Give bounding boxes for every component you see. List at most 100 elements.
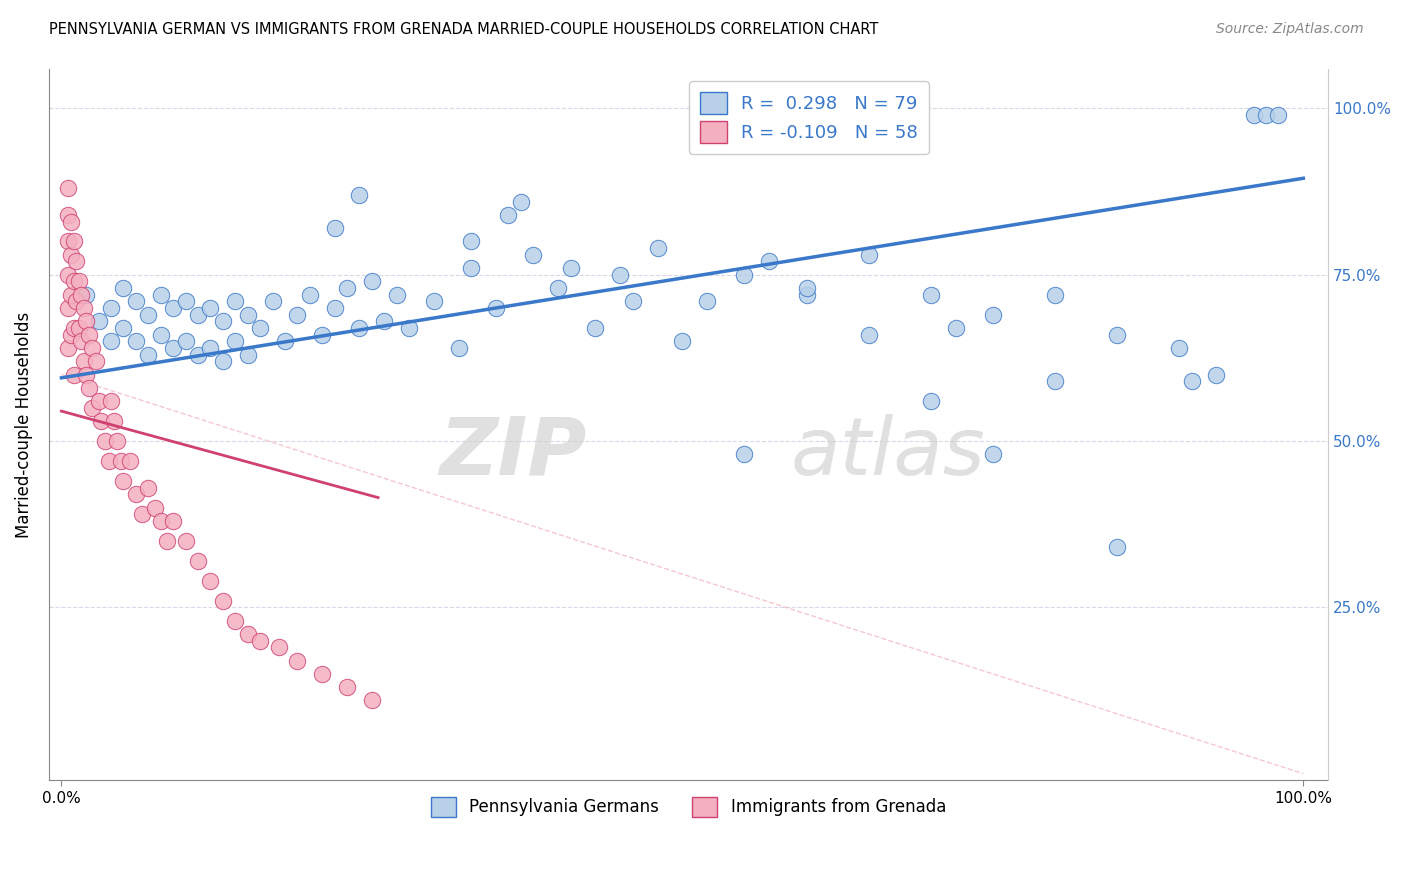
Point — [285, 654, 308, 668]
Legend: Pennsylvania Germans, Immigrants from Grenada: Pennsylvania Germans, Immigrants from Gr… — [423, 789, 955, 825]
Point — [509, 194, 531, 209]
Point — [75, 368, 97, 382]
Point — [77, 381, 100, 395]
Point — [1243, 108, 1265, 122]
Point — [103, 414, 125, 428]
Point — [671, 334, 693, 349]
Point — [522, 248, 544, 262]
Point — [311, 666, 333, 681]
Point — [858, 248, 880, 262]
Text: PENNSYLVANIA GERMAN VS IMMIGRANTS FROM GRENADA MARRIED-COUPLE HOUSEHOLDS CORRELA: PENNSYLVANIA GERMAN VS IMMIGRANTS FROM G… — [49, 22, 879, 37]
Point — [981, 308, 1004, 322]
Point — [274, 334, 297, 349]
Point — [70, 334, 93, 349]
Point — [187, 308, 209, 322]
Point — [125, 334, 148, 349]
Point — [100, 334, 122, 349]
Point — [125, 294, 148, 309]
Point — [62, 235, 84, 249]
Point — [56, 268, 79, 282]
Point — [796, 287, 818, 301]
Point — [162, 514, 184, 528]
Point — [485, 301, 508, 315]
Point — [200, 341, 222, 355]
Point — [1043, 374, 1066, 388]
Point — [423, 294, 446, 309]
Point — [373, 314, 395, 328]
Point — [262, 294, 284, 309]
Point — [1254, 108, 1277, 122]
Point — [73, 354, 96, 368]
Point — [733, 268, 755, 282]
Point — [733, 447, 755, 461]
Point — [112, 281, 135, 295]
Point — [56, 301, 79, 315]
Point — [56, 181, 79, 195]
Point — [187, 554, 209, 568]
Text: ZIP: ZIP — [439, 414, 586, 491]
Point — [149, 287, 172, 301]
Point — [360, 274, 382, 288]
Text: atlas: atlas — [792, 414, 986, 491]
Point — [1205, 368, 1227, 382]
Point — [143, 500, 166, 515]
Point — [90, 414, 112, 428]
Point — [236, 627, 259, 641]
Point — [460, 261, 482, 276]
Point — [67, 321, 90, 335]
Point — [136, 481, 159, 495]
Point — [211, 354, 233, 368]
Point — [149, 514, 172, 528]
Point — [1267, 108, 1289, 122]
Point — [174, 294, 197, 309]
Point — [82, 401, 104, 415]
Point — [75, 314, 97, 328]
Point — [236, 347, 259, 361]
Point — [97, 454, 120, 468]
Point — [62, 321, 84, 335]
Point — [65, 294, 87, 309]
Point — [583, 321, 606, 335]
Point — [609, 268, 631, 282]
Point — [67, 274, 90, 288]
Point — [360, 693, 382, 707]
Point — [385, 287, 408, 301]
Point — [298, 287, 321, 301]
Point — [323, 221, 346, 235]
Point — [56, 208, 79, 222]
Point — [249, 321, 271, 335]
Point — [100, 394, 122, 409]
Point — [82, 341, 104, 355]
Point — [60, 287, 83, 301]
Point — [647, 241, 669, 255]
Point — [136, 347, 159, 361]
Point — [336, 680, 359, 694]
Point — [285, 308, 308, 322]
Point — [105, 434, 128, 448]
Point — [156, 533, 179, 548]
Point — [547, 281, 569, 295]
Point — [945, 321, 967, 335]
Point — [1043, 287, 1066, 301]
Point — [796, 281, 818, 295]
Point — [336, 281, 359, 295]
Point — [560, 261, 582, 276]
Point — [100, 301, 122, 315]
Point — [60, 248, 83, 262]
Point — [981, 447, 1004, 461]
Point — [696, 294, 718, 309]
Point — [110, 454, 132, 468]
Point — [447, 341, 470, 355]
Point — [1105, 327, 1128, 342]
Y-axis label: Married-couple Households: Married-couple Households — [15, 311, 32, 538]
Point — [460, 235, 482, 249]
Point — [398, 321, 420, 335]
Point — [56, 235, 79, 249]
Point — [349, 188, 371, 202]
Point — [224, 334, 246, 349]
Point — [174, 533, 197, 548]
Point — [498, 208, 520, 222]
Point — [1168, 341, 1191, 355]
Point — [136, 308, 159, 322]
Point — [62, 368, 84, 382]
